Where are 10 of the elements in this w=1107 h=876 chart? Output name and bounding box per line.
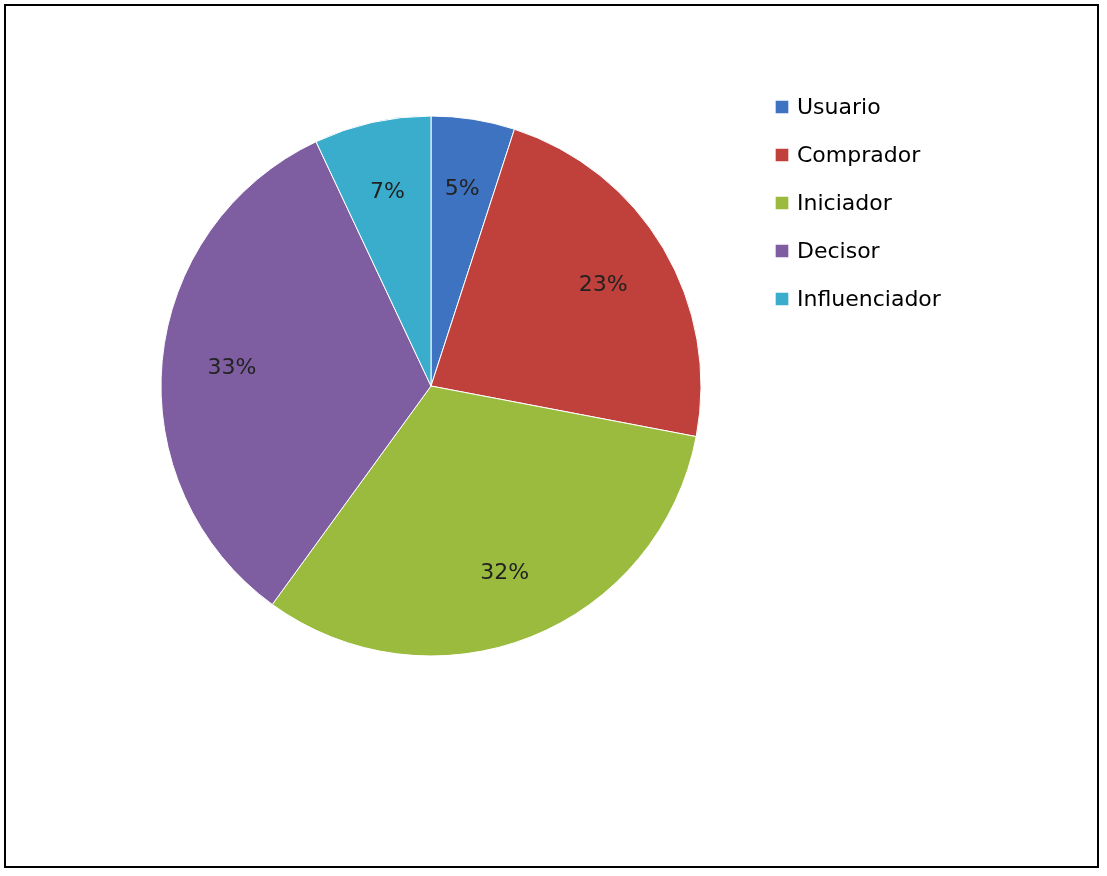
legend-label: Usuario xyxy=(797,94,881,119)
data-label: 33% xyxy=(207,354,257,380)
legend-label: Comprador xyxy=(797,142,922,167)
data-label: 23% xyxy=(578,271,628,297)
data-label: 7% xyxy=(369,177,405,203)
legend-label: Decisor xyxy=(797,238,881,263)
data-label: 5% xyxy=(444,175,480,201)
legend-label: Iniciador xyxy=(797,190,893,215)
legend-label: Influenciador xyxy=(797,286,942,311)
data-label: 32% xyxy=(480,558,530,584)
